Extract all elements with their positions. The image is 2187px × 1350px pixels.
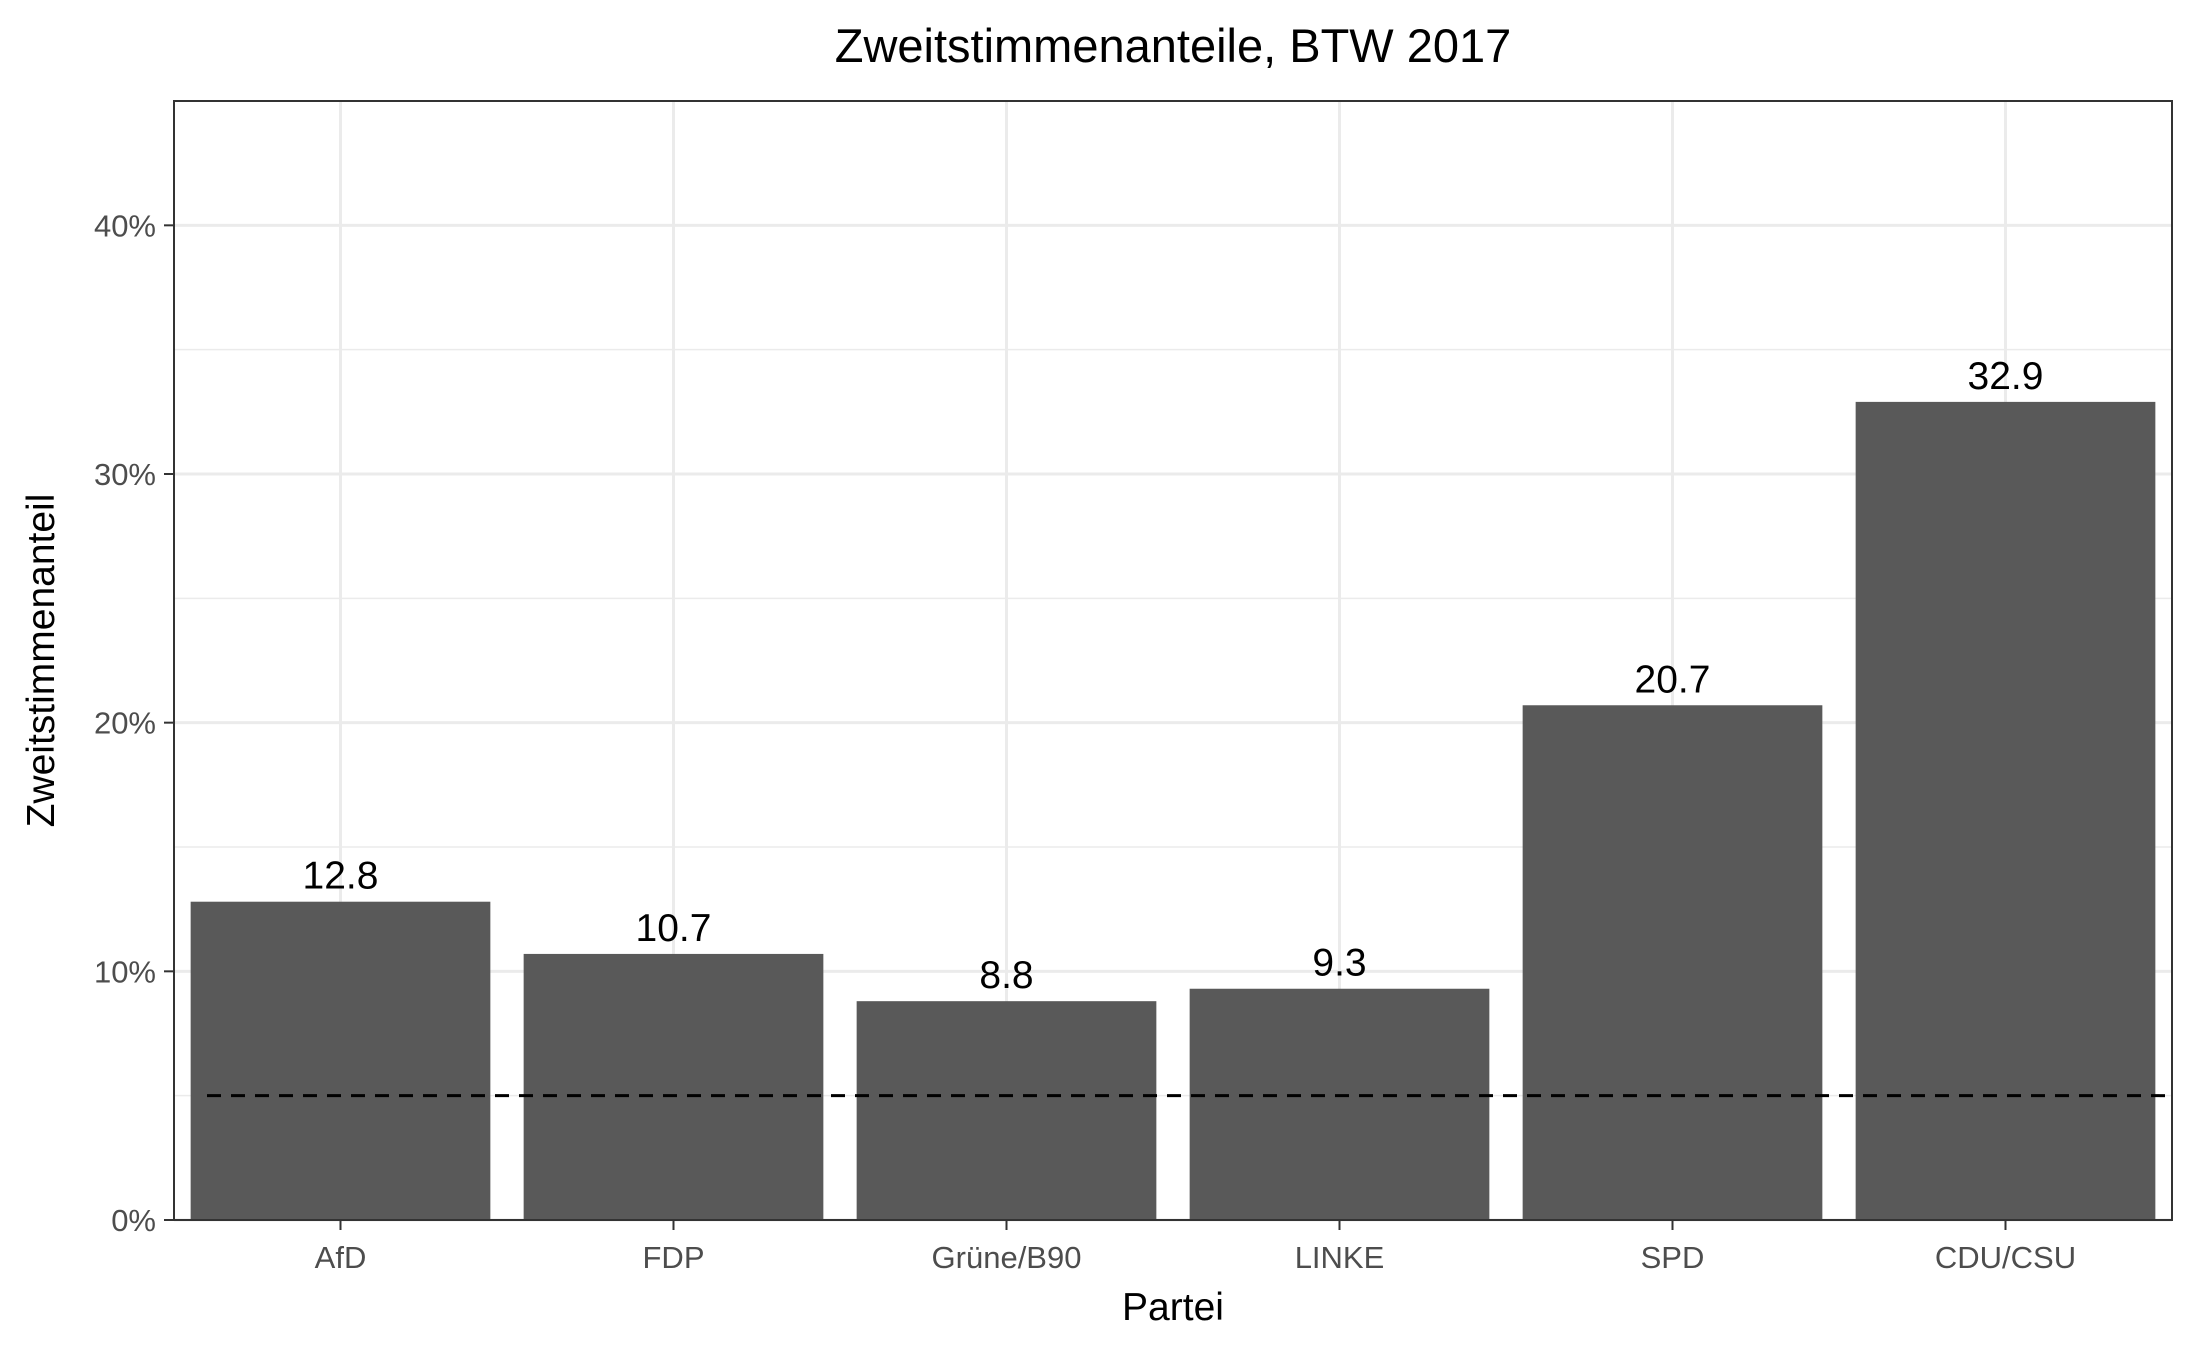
x-tick-label: CDU/CSU [1935,1240,2076,1275]
y-tick-label: 10% [94,954,156,989]
data-label: 20.7 [1635,658,1711,701]
data-label: 9.3 [1312,942,1366,985]
x-tick-label: LINKE [1295,1240,1385,1275]
x-tick-label: FDP [643,1240,705,1275]
grid [174,101,2172,1222]
x-tick-label: SPD [1641,1240,1705,1275]
data-label: 8.8 [979,954,1033,997]
bar-cdu-csu [1855,401,2156,1220]
bar-gr-ne-b90 [856,1001,1157,1220]
data-labels: 12.8 10.7 8.8 9.3 20.7 32.9 [303,355,2044,997]
plot-panel [174,101,2172,1220]
x-tick-label: Grüne/B90 [932,1240,1082,1275]
chart-title: Zweitstimmenanteile, BTW 2017 [835,19,1512,72]
bar-spd [1522,705,1823,1220]
y-axis: 0% 10% 20% 30% 40% [94,208,174,1238]
y-tick-label: 40% [94,208,156,243]
x-axis: AfD FDP Grüne/B90 LINKE SPD CDU/CSU [315,1220,2076,1275]
y-tick-label: 20% [94,706,156,741]
bar-linke [1189,988,1490,1220]
x-tick-label: AfD [315,1240,367,1275]
bar-fdp [523,953,824,1220]
x-axis-title: Partei [1122,1286,1224,1329]
panel-border [173,100,2173,1221]
data-label: 10.7 [636,907,712,950]
y-tick-label: 30% [94,457,156,492]
bar-afd [190,901,491,1220]
y-axis-title: Zweitstimmenanteil [20,494,63,828]
y-tick-label: 0% [111,1203,156,1238]
data-label: 32.9 [1968,355,2044,398]
bars [190,401,2156,1220]
data-label: 12.8 [303,855,379,898]
